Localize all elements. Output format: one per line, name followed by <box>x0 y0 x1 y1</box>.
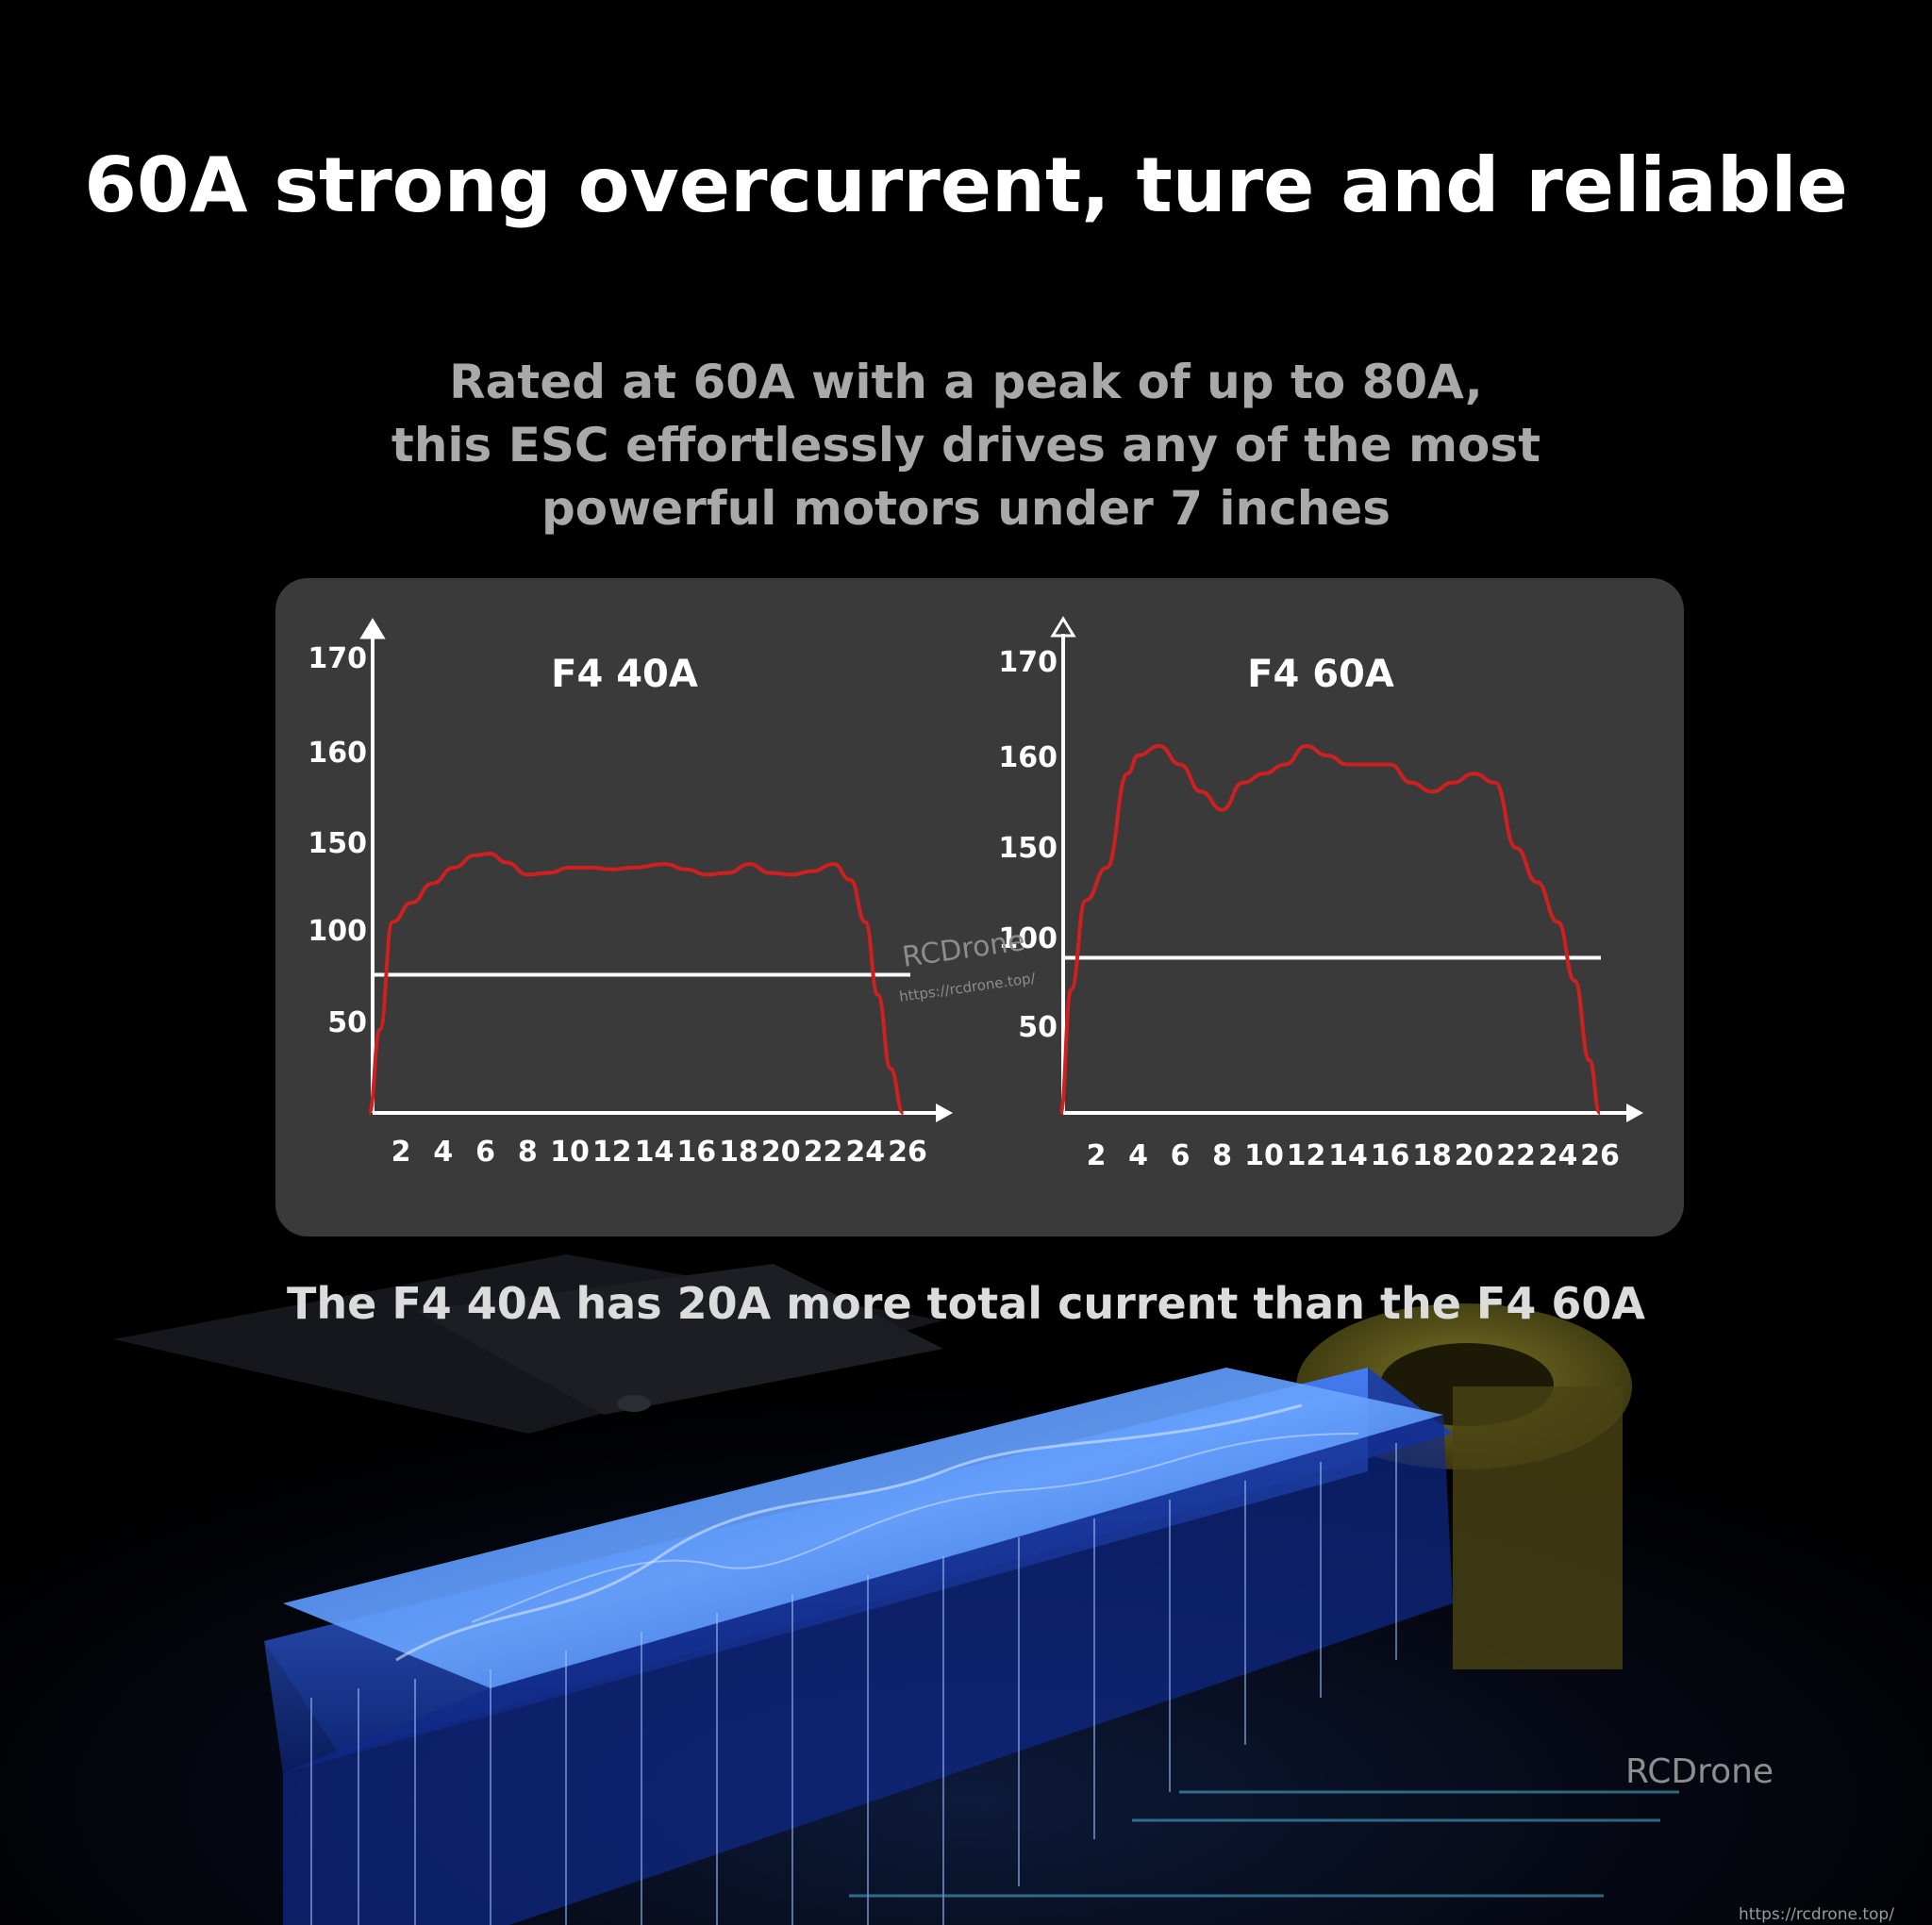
f4-40a-chart-title: F4 40A <box>551 653 698 696</box>
f4-60a-x-tick-label: 16 <box>1371 1139 1410 1172</box>
f4-60a-x-axis-arrow-icon <box>1626 1104 1643 1122</box>
f4-60a-current-curve <box>1058 743 1602 1115</box>
subhead-line-2: this ESC effortlessly drives any of the … <box>391 418 1541 473</box>
f4-60a-x-tick-label: 12 <box>1287 1139 1326 1172</box>
f4-60a-x-tick-label: 10 <box>1244 1139 1284 1172</box>
chart-panel <box>275 578 1684 1236</box>
f4-60a-x-tick-label: 24 <box>1539 1139 1578 1172</box>
f4-40a-x-tick-label: 22 <box>804 1136 843 1169</box>
f4-40a-x-tick-label: 18 <box>719 1136 758 1169</box>
f4-60a-y-tick-label: 100 <box>998 922 1058 955</box>
f4-40a-x-tick-label: 4 <box>433 1136 453 1169</box>
watermark-name: RCDrone <box>900 924 1027 974</box>
f4-40a-x-tick-label: 10 <box>550 1136 590 1169</box>
f4-40a-x-tick-label: 12 <box>592 1136 632 1169</box>
f4-40a-x-tick-label: 16 <box>676 1136 716 1169</box>
subhead-line-1: Rated at 60A with a peak of up to 80A, <box>449 355 1483 409</box>
f4-60a-y-tick-label: 50 <box>1018 1011 1058 1044</box>
f4-40a-y-tick-label: 170 <box>308 642 367 675</box>
f4-60a-y-tick-label: 160 <box>998 741 1058 774</box>
f4-60a-x-tick-label: 26 <box>1580 1139 1620 1172</box>
f4-40a-x-tick-label: 14 <box>635 1136 675 1169</box>
watermark-url: https://rcdrone.top/ <box>898 970 1038 1005</box>
f4-40a-y-axis-arrow-icon <box>359 618 386 639</box>
f4-40a-x-axis-arrow-icon <box>936 1104 953 1122</box>
f4-40a-x-tick-label: 2 <box>391 1136 411 1169</box>
f4-60a-x-tick-label: 18 <box>1412 1139 1452 1172</box>
f4-40a-y-tick-label: 50 <box>327 1006 367 1039</box>
f4-60a-y-tick-label: 150 <box>998 832 1058 865</box>
f4-60a-x-tick-label: 6 <box>1171 1139 1191 1172</box>
f4-60a-chart-title: F4 60A <box>1247 653 1394 696</box>
f4-60a-x-tick-label: 14 <box>1328 1139 1368 1172</box>
f4-40a-x-tick-label: 26 <box>888 1136 927 1169</box>
f4-40a-x-tick-label: 20 <box>761 1136 801 1169</box>
f4-40a-x-tick-label: 6 <box>475 1136 495 1169</box>
f4-40a-current-curve <box>367 852 906 1115</box>
f4-40a-y-tick-label: 160 <box>308 737 367 770</box>
f4-40a-x-tick-label: 24 <box>845 1136 885 1169</box>
headline: 60A strong overcurrent, ture and reliabl… <box>84 141 1848 229</box>
f4-60a-y-tick-label: 170 <box>998 646 1058 679</box>
f4-60a-y-axis-arrow-icon <box>1050 616 1076 638</box>
brand-url: https://rcdrone.top/ <box>1739 1905 1894 1924</box>
f4-60a-x-tick-label: 22 <box>1496 1139 1536 1172</box>
f4-60a-x-tick-label: 2 <box>1087 1139 1107 1172</box>
f4-60a-x-tick-label: 20 <box>1455 1139 1494 1172</box>
f4-40a-x-tick-label: 8 <box>518 1136 538 1169</box>
f4-60a-x-tick-label: 8 <box>1212 1139 1232 1172</box>
subheadline: Rated at 60A with a peak of up to 80A, t… <box>0 351 1932 540</box>
f4-40a-y-tick-label: 100 <box>308 915 367 948</box>
f4-60a-x-tick-label: 4 <box>1128 1139 1148 1172</box>
caption: The F4 40A has 20A more total current th… <box>287 1278 1645 1329</box>
brand-name: RCDrone <box>1625 1752 1774 1791</box>
f4-40a-y-tick-label: 150 <box>308 827 367 860</box>
subhead-line-3: powerful motors under 7 inches <box>541 481 1391 536</box>
